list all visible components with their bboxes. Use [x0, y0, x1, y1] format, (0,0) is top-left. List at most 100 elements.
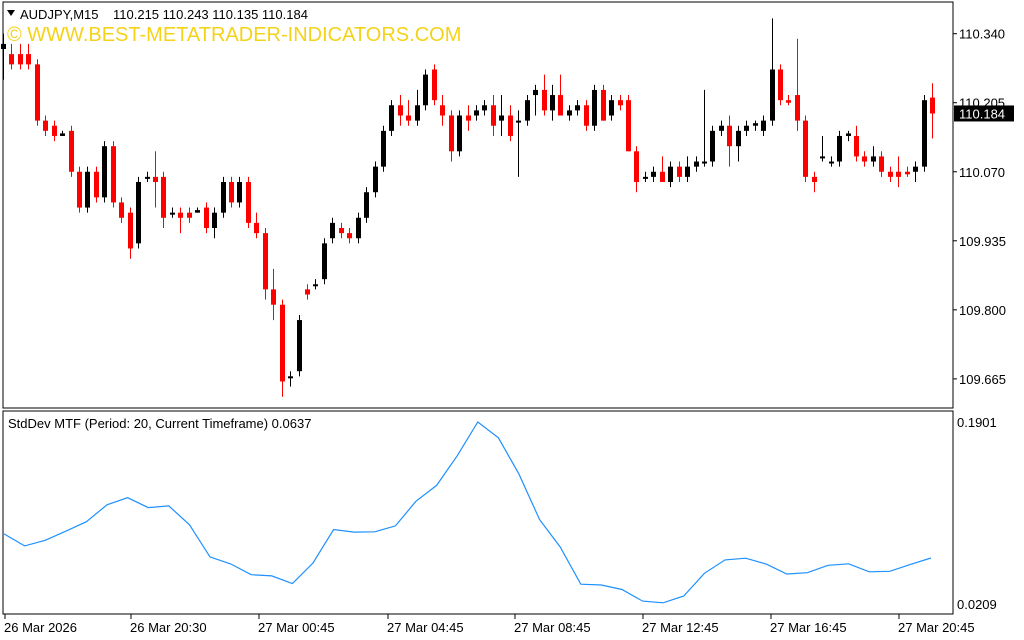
- candle-body: [499, 115, 504, 121]
- candle: [812, 171, 817, 193]
- chart-menu-triangle-icon[interactable]: [7, 10, 15, 16]
- candle: [482, 100, 487, 116]
- price-tag-value: 110.184: [959, 106, 1005, 121]
- candle: [356, 212, 361, 244]
- candle: [702, 89, 707, 167]
- candle-body: [297, 320, 302, 372]
- time-tick-label: 26 Mar 20:30: [130, 620, 207, 635]
- time-tick-label: 27 Mar 16:45: [770, 620, 847, 635]
- candle-body: [786, 100, 791, 103]
- candle: [542, 74, 547, 116]
- candle: [803, 115, 808, 182]
- candle: [77, 166, 82, 213]
- candle: [440, 95, 445, 126]
- indicator-panel[interactable]: [2, 410, 954, 615]
- candle-body: [136, 181, 141, 244]
- candle: [516, 110, 521, 177]
- time-tick-label: 27 Mar 00:45: [258, 620, 335, 635]
- candle-body: [913, 166, 918, 172]
- candle: [651, 166, 656, 182]
- candle: [466, 105, 471, 131]
- candle: [280, 299, 285, 397]
- candle-body: [803, 120, 808, 177]
- candle: [128, 207, 133, 259]
- candle-body: [102, 146, 107, 198]
- candle: [888, 166, 893, 182]
- candle-body: [550, 95, 555, 111]
- candle: [879, 151, 884, 177]
- candle-body: [753, 123, 758, 126]
- candle: [550, 84, 555, 121]
- candle-body: [466, 115, 471, 121]
- candle: [221, 176, 226, 218]
- candle-body: [212, 212, 217, 229]
- candle: [415, 89, 420, 126]
- candle: [634, 146, 639, 193]
- candle: [111, 141, 116, 208]
- candle-body: [525, 100, 530, 121]
- candle-body: [516, 120, 521, 123]
- candle-body: [246, 181, 251, 223]
- candle-body: [330, 222, 335, 239]
- indicator-scale-top: 0.1901: [957, 415, 997, 430]
- candle: [660, 156, 665, 182]
- time-tick-label: 27 Mar 04:45: [387, 620, 464, 635]
- candle-body: [533, 89, 538, 96]
- candle-body: [423, 74, 428, 106]
- candle: [406, 100, 411, 126]
- candle: [609, 95, 614, 121]
- time-tick-label: 27 Mar 20:45: [898, 620, 975, 635]
- candle: [567, 105, 572, 121]
- candle-body: [837, 135, 842, 162]
- candle: [854, 125, 859, 162]
- candle-body: [862, 156, 867, 162]
- candle-body: [702, 161, 707, 164]
- candle: [347, 228, 352, 244]
- current-price-tag: 110.184: [954, 105, 1014, 122]
- candle-body: [69, 130, 74, 172]
- candle-body: [694, 161, 699, 167]
- candle-body: [592, 89, 597, 126]
- candle-body: [761, 120, 766, 131]
- candle: [618, 95, 623, 111]
- candle: [389, 100, 394, 136]
- candle-body: [626, 100, 631, 152]
- candle-body: [542, 89, 547, 111]
- candle: [145, 171, 150, 182]
- candle: [719, 120, 724, 136]
- candle-body: [584, 105, 589, 126]
- candle-body: [575, 105, 580, 111]
- candle-body: [347, 233, 352, 239]
- candle: [339, 222, 344, 239]
- candle-body: [35, 64, 40, 121]
- watermark-text: © WWW.BEST-METATRADER-INDICATORS.COM: [7, 24, 461, 46]
- candle: [381, 125, 386, 172]
- candle-body: [710, 130, 715, 162]
- candle-body: [153, 176, 158, 182]
- candle: [204, 202, 209, 234]
- candle: [736, 125, 741, 162]
- price-panel[interactable]: [2, 1, 954, 409]
- candle: [820, 135, 825, 162]
- price-tick-label: 110.340: [959, 27, 1005, 42]
- candle-body: [677, 166, 682, 177]
- candle-body: [187, 212, 192, 218]
- candle: [69, 125, 74, 177]
- candle-body: [161, 176, 166, 218]
- candle-body: [846, 133, 851, 136]
- candle-body: [305, 289, 310, 295]
- candle: [178, 207, 183, 234]
- candle: [525, 95, 530, 126]
- candle: [43, 115, 48, 136]
- candle: [187, 207, 192, 223]
- candle: [94, 166, 99, 203]
- candle-body: [634, 151, 639, 182]
- candle: [786, 95, 791, 106]
- candle-body: [879, 156, 884, 172]
- candle: [922, 95, 927, 172]
- candle: [846, 130, 851, 142]
- candle-body: [770, 69, 775, 121]
- candle-body: [18, 54, 23, 65]
- candle: [744, 120, 749, 136]
